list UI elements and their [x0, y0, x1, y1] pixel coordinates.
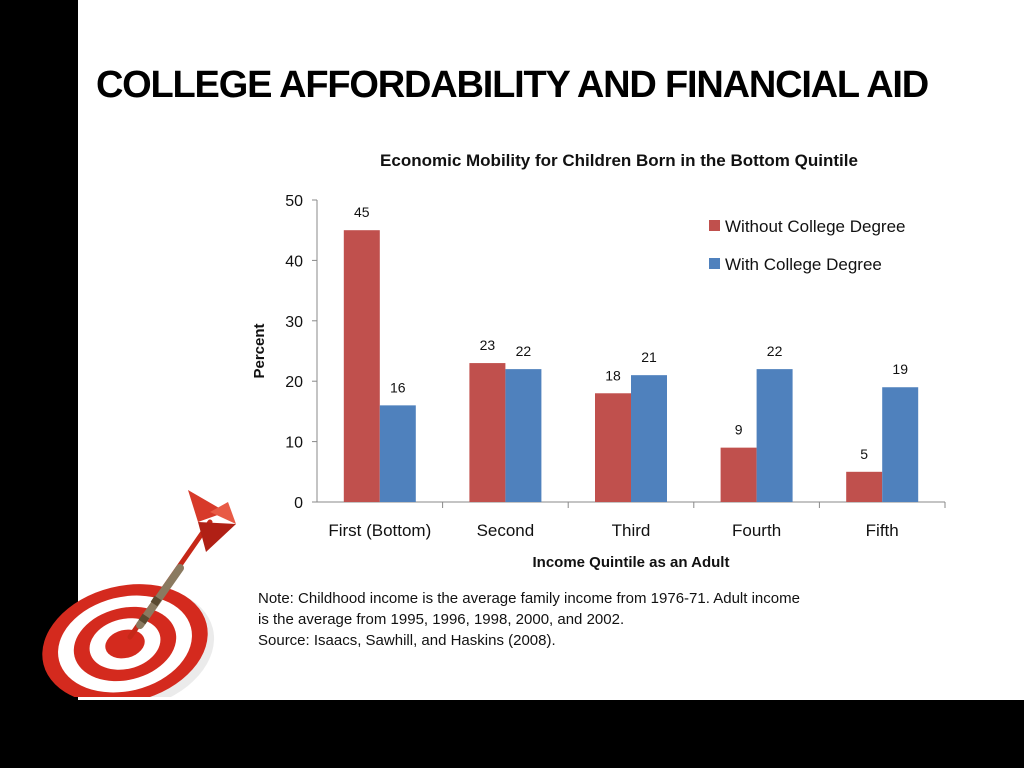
note-line: is the average from 1995, 1996, 1998, 20…	[258, 611, 625, 628]
data-label: 22	[516, 343, 532, 359]
legend-label: Without College Degree	[725, 217, 905, 236]
bar	[631, 375, 667, 502]
x-tick-label: Fourth	[732, 521, 781, 540]
y-ticks: 0 10 20 30 40 50	[285, 193, 317, 512]
y-tick-label: 50	[285, 193, 303, 210]
bar	[595, 393, 631, 502]
data-label: 18	[605, 367, 621, 383]
bottom-bar	[0, 700, 1024, 768]
data-label: 23	[480, 337, 496, 353]
chart-note: Note: Childhood income is the average fa…	[258, 588, 958, 651]
bar	[882, 387, 919, 502]
bar	[343, 230, 380, 502]
legend-swatch	[709, 258, 720, 269]
bar	[379, 405, 416, 502]
data-label: 21	[641, 349, 657, 365]
x-axis-label: Income Quintile as an Adult	[533, 554, 730, 571]
y-tick-label: 40	[285, 253, 303, 270]
slide-title: COLLEGE AFFORDABILITY AND FINANCIAL AID	[95, 64, 929, 106]
data-label: 19	[892, 361, 908, 377]
x-tick-label: Fifth	[866, 521, 899, 540]
dart-target-icon	[42, 490, 236, 697]
y-tick-label: 30	[285, 314, 303, 331]
legend-swatch	[709, 220, 720, 231]
bars	[343, 230, 919, 502]
slide-background	[78, 0, 1024, 700]
x-tick-label: Second	[477, 521, 535, 540]
y-axis-label: Percent	[251, 323, 268, 378]
x-tick-label: First (Bottom)	[328, 521, 431, 540]
y-tick-label: 10	[285, 435, 303, 452]
data-label: 22	[767, 343, 783, 359]
legend: Without College Degree With College Degre…	[709, 217, 905, 274]
bar	[505, 369, 542, 502]
note-line: Note: Childhood income is the average fa…	[258, 590, 800, 607]
x-categories: First (Bottom) Second Third Fourth Fifth	[328, 502, 946, 540]
y-tick-label: 0	[294, 495, 303, 512]
source-line: Source: Isaacs, Sawhill, and Haskins (20…	[258, 632, 556, 649]
bar	[469, 363, 506, 502]
legend-label: With College Degree	[725, 255, 882, 274]
data-labels: 45 16 23 22 18 21 9 22 5 19	[354, 204, 908, 462]
data-label: 9	[735, 422, 743, 438]
bar	[756, 369, 793, 502]
bar-chart: Economic Mobility for Children Born in t…	[251, 151, 946, 571]
data-label: 16	[390, 379, 406, 395]
bar	[846, 471, 883, 502]
y-tick-label: 20	[285, 374, 303, 391]
x-tick-label: Third	[612, 521, 651, 540]
data-label: 45	[354, 204, 370, 220]
bar	[720, 447, 757, 502]
data-label: 5	[860, 446, 868, 462]
chart-title: Economic Mobility for Children Born in t…	[380, 151, 858, 170]
